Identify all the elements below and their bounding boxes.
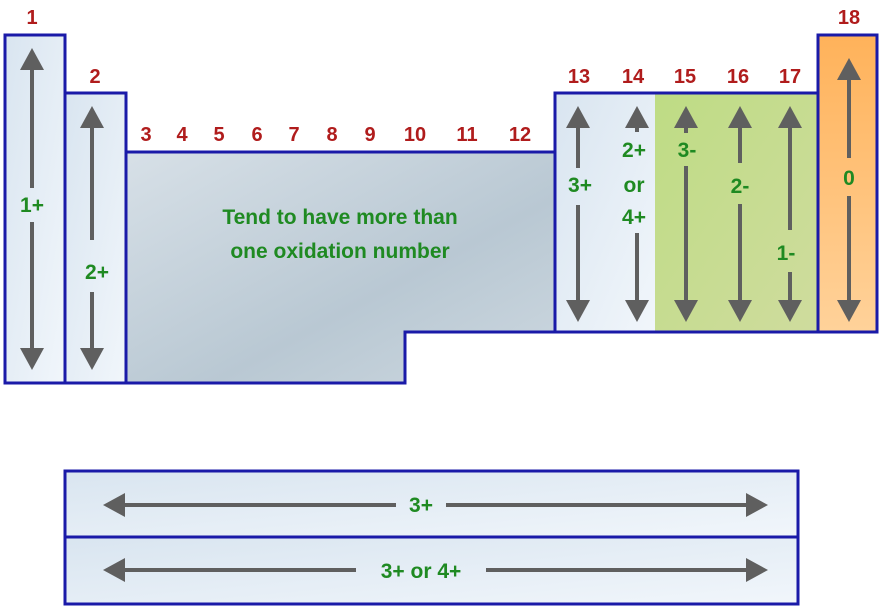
group-14-oxidation-2: 4+ bbox=[622, 206, 646, 229]
group-15-oxidation: 3- bbox=[678, 139, 697, 162]
arrow-up-icon bbox=[837, 58, 861, 80]
arrow-down-icon bbox=[674, 300, 698, 322]
group-numbers: 1 2 3 4 5 6 7 8 9 10 11 12 13 14 15 16 1… bbox=[26, 7, 860, 146]
arrow-right-icon bbox=[746, 558, 768, 582]
arrow-up-icon bbox=[80, 106, 104, 128]
group-number: 16 bbox=[727, 66, 749, 88]
group-number: 1 bbox=[26, 7, 37, 29]
group-number: 15 bbox=[674, 66, 696, 88]
arrow-down-icon bbox=[20, 348, 44, 370]
group-number: 8 bbox=[326, 124, 337, 146]
nonmetal-fill bbox=[655, 93, 818, 332]
lanthanides-oxidation: 3+ bbox=[409, 494, 433, 517]
arrow-up-icon bbox=[674, 106, 698, 128]
group-number: 13 bbox=[568, 66, 590, 88]
transition-note-line-1: Tend to have more than bbox=[222, 206, 457, 229]
arrow-down-icon bbox=[80, 348, 104, 370]
group-18-oxidation: 0 bbox=[843, 167, 855, 190]
transition-metals-block bbox=[124, 150, 557, 385]
group-number: 6 bbox=[251, 124, 262, 146]
group-13-oxidation: 3+ bbox=[568, 174, 592, 197]
actinides-oxidation: 3+ or 4+ bbox=[381, 560, 462, 583]
group-16-oxidation: 2- bbox=[731, 175, 750, 198]
arrow-right-icon bbox=[746, 493, 768, 517]
group-17-oxidation: 1- bbox=[777, 242, 796, 265]
group-number: 12 bbox=[509, 124, 531, 146]
transition-note-line-2: one oxidation number bbox=[230, 240, 449, 263]
group-number: 17 bbox=[779, 66, 801, 88]
arrows bbox=[20, 48, 861, 582]
group-number: 7 bbox=[288, 124, 299, 146]
group-number: 9 bbox=[364, 124, 375, 146]
arrow-left-icon bbox=[103, 558, 125, 582]
arrow-up-icon bbox=[625, 106, 649, 128]
arrow-left-icon bbox=[103, 493, 125, 517]
arrow-down-icon bbox=[625, 300, 649, 322]
group-number: 18 bbox=[838, 7, 860, 29]
arrow-down-icon bbox=[728, 300, 752, 322]
arrow-down-icon bbox=[837, 300, 861, 322]
arrow-down-icon bbox=[778, 300, 802, 322]
arrow-up-icon bbox=[566, 106, 590, 128]
group-number: 4 bbox=[176, 124, 188, 146]
group-number: 11 bbox=[456, 124, 477, 146]
group-1-oxidation: 1+ bbox=[20, 194, 44, 217]
arrow-up-icon bbox=[20, 48, 44, 70]
arrow-up-icon bbox=[728, 106, 752, 128]
group-number: 3 bbox=[140, 124, 151, 146]
group-14-oxidation-or: or bbox=[624, 174, 645, 197]
group-2-block bbox=[63, 91, 128, 385]
group-number: 10 bbox=[404, 124, 426, 146]
group-number: 5 bbox=[213, 124, 224, 146]
arrow-up-icon bbox=[778, 106, 802, 128]
group-number: 2 bbox=[89, 66, 100, 88]
arrow-down-icon bbox=[566, 300, 590, 322]
group-number: 14 bbox=[622, 66, 645, 88]
group-1-block bbox=[3, 33, 67, 385]
group-14-oxidation-1: 2+ bbox=[622, 139, 646, 162]
group-2-oxidation: 2+ bbox=[85, 261, 109, 284]
